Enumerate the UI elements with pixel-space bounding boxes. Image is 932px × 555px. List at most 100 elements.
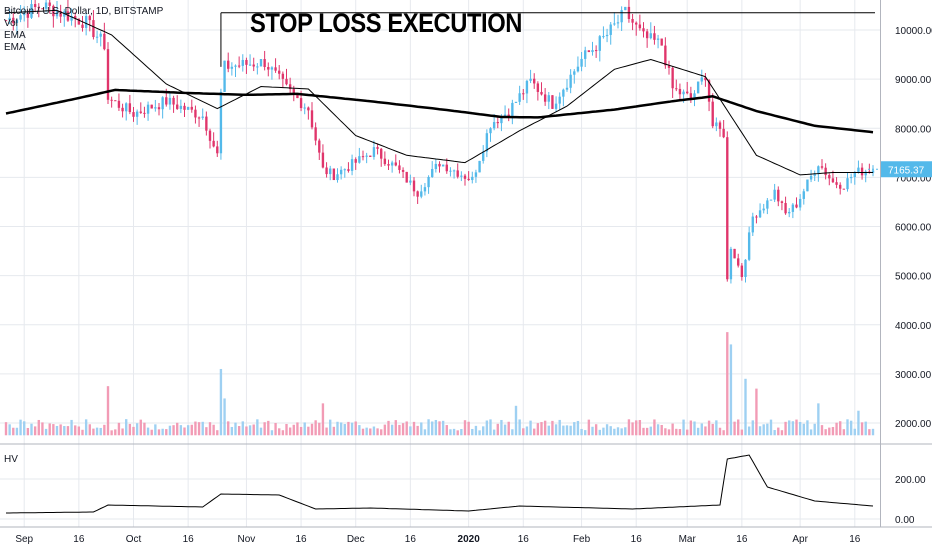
candle-body (183, 105, 186, 110)
volume-bar (460, 429, 463, 436)
candle-body (150, 104, 153, 109)
candle-body (788, 211, 791, 214)
volume-bar (256, 419, 259, 436)
candle-body (383, 158, 387, 165)
candle-body (387, 164, 390, 166)
volume-bar (431, 421, 434, 436)
volume-bar (573, 422, 576, 436)
candle-body (463, 175, 467, 179)
volume-bar (423, 429, 427, 436)
candle-body (798, 198, 802, 208)
candle-body (744, 259, 747, 277)
volume-bar (511, 429, 514, 436)
volume-bar (849, 420, 853, 436)
volume-bar (369, 428, 372, 436)
candle-body (456, 170, 459, 177)
candle-body (678, 88, 682, 95)
candle-body (427, 176, 430, 188)
volume-bar (135, 423, 139, 436)
volume-bar (92, 428, 95, 436)
candle-body (19, 15, 22, 20)
volume-bar (860, 422, 864, 436)
last-price-tag (881, 161, 932, 178)
candle-body (128, 103, 132, 113)
candle-body (584, 50, 587, 59)
volume-bar (522, 428, 525, 436)
candle-body (514, 101, 518, 103)
candle-body (482, 151, 485, 161)
candle-body (117, 100, 121, 108)
volume-bar (263, 422, 266, 436)
candle-body (172, 97, 175, 105)
volume-bar (165, 429, 168, 436)
volume-bar (853, 428, 856, 436)
candle-body (125, 103, 128, 112)
volume-bar (401, 423, 405, 436)
indicator-ema-2: EMA (4, 42, 26, 53)
volume-bar (565, 425, 569, 436)
candle-body (70, 15, 73, 21)
candle-body (285, 78, 288, 85)
volume-bar (653, 419, 656, 436)
volume-bar (26, 427, 30, 436)
candle-body (587, 50, 591, 53)
volume-bar (547, 425, 550, 436)
candle-body (431, 169, 434, 177)
candle-body (190, 106, 193, 110)
candle-body (321, 152, 325, 168)
candle-body (613, 23, 616, 25)
volume-bar (758, 426, 762, 436)
volume-bar (591, 426, 594, 436)
volume-bar (842, 429, 846, 436)
candle-body (511, 102, 514, 118)
volume-bar (642, 427, 645, 436)
candle-body (95, 36, 99, 38)
volume-bar (303, 422, 306, 436)
candle-body (176, 104, 179, 109)
candle-body (44, 2, 48, 9)
candle-body (653, 33, 656, 40)
volume-bar (445, 425, 448, 436)
volume-bar (208, 422, 212, 436)
candle-body (405, 171, 408, 183)
candle-body (616, 22, 620, 24)
candle-body (103, 33, 106, 50)
volume-bar (307, 426, 310, 436)
candle-body (580, 58, 583, 67)
volume-bar (737, 419, 740, 436)
volume-bar (409, 426, 412, 436)
candle-body (609, 24, 612, 35)
volume-bar (241, 421, 244, 436)
candle-body (489, 128, 492, 134)
volume-bar (540, 422, 543, 436)
volume-bar (839, 421, 842, 436)
volume-bar (74, 425, 77, 436)
volume-bar (635, 420, 638, 436)
candle-body (536, 83, 540, 92)
candle-body (449, 170, 452, 172)
indicator-ema-1: EMA (4, 30, 26, 41)
volume-bar (835, 422, 838, 436)
candle-body (4, 20, 8, 22)
volume-bar (667, 429, 671, 436)
time-tick-label: 16 (736, 534, 748, 545)
volume-bar (52, 424, 55, 436)
candle-body (88, 16, 91, 21)
volume-bar (562, 425, 565, 436)
candle-body (121, 107, 124, 112)
volume-bar (533, 428, 536, 436)
candle-body (296, 93, 299, 99)
volume-bar (627, 419, 631, 436)
candle-body (649, 33, 652, 39)
candle-body (66, 11, 70, 21)
volume-bar (132, 426, 135, 436)
volume-bar (656, 424, 660, 436)
volume-bar (245, 426, 248, 436)
candle-body (675, 88, 678, 90)
candle-body (478, 160, 481, 173)
candle-body (729, 248, 733, 280)
candle-body (278, 70, 281, 74)
time-tick-label: 16 (73, 534, 85, 545)
volume-bar (336, 421, 339, 436)
candle-body (110, 99, 113, 101)
